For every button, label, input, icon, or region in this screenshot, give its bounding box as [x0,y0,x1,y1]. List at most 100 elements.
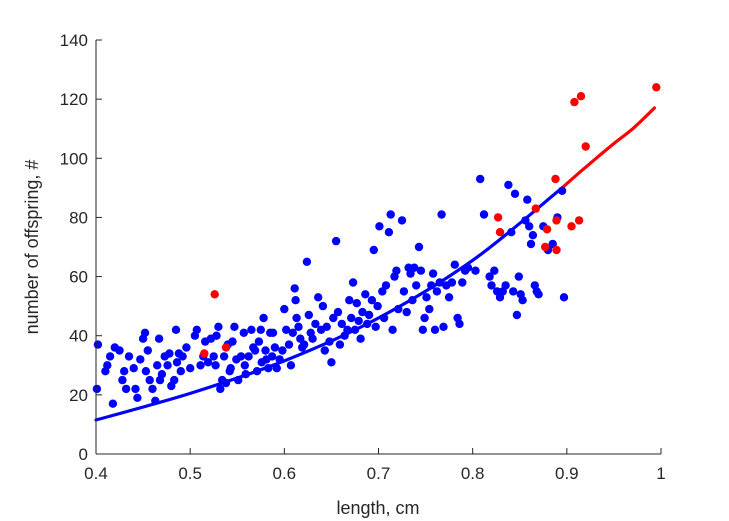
blue-data-point [239,328,248,337]
blue-data-point [375,222,384,231]
blue-data-point [518,296,527,305]
blue-data-point [275,355,284,364]
blue-data-point [447,278,457,287]
y-tick-label: 40 [69,327,88,346]
blue-data-point [221,378,231,388]
blue-data-point [356,334,365,343]
blue-data-point [343,325,352,334]
blue-data-point [350,325,360,334]
blue-data-point [129,364,138,373]
blue-data-point [378,287,387,296]
red-data-point [552,216,561,225]
blue-data-point [348,278,358,287]
blue-data-point [163,361,172,370]
blue-data-point [124,352,134,361]
blue-data-point [186,364,195,373]
blue-data-point [299,340,309,349]
blue-data-point [259,313,268,323]
blue-data-point [250,346,260,355]
blue-data-point [286,361,296,370]
blue-data-point [93,340,103,349]
blue-data-point [302,257,312,266]
x-axis-label: length, cm [336,498,419,518]
blue-data-point [267,352,277,361]
blue-data-point [528,231,538,240]
blue-data-point [379,313,389,323]
blue-data-point [136,355,145,364]
y-tick-label: 60 [69,268,88,287]
red-data-point [200,349,209,358]
blue-data-point [141,367,151,376]
blue-data-point [392,266,401,275]
red-fit-curve [560,106,656,190]
blue-data-point [510,189,520,198]
blue-data-point [408,296,417,305]
blue-data-point [507,228,516,237]
blue-data-point [133,393,142,402]
y-tick-label: 120 [60,90,88,109]
y-tick-label: 80 [69,208,88,227]
blue-data-point [176,367,185,376]
y-ticks: 0 20 40 60 80 100 120 140 [60,31,102,464]
blue-data-point [282,325,291,334]
blue-data-point [230,322,239,331]
blue-data-point [381,281,391,290]
blue-data-point [364,310,374,320]
blue-data-point [288,328,297,337]
red-data-point [210,290,219,299]
red-data-point [542,225,552,234]
blue-data-point [153,361,162,370]
x-tick-label: 0.4 [84,464,108,483]
x-tick-label: 0.6 [273,464,297,483]
blue-data-point [373,301,382,311]
blue-data-point [118,375,127,385]
red-data-point [552,245,561,255]
red-data-point [570,97,579,107]
blue-data-point [311,319,320,329]
blue-data-point [412,281,421,290]
blue-data-point [514,272,523,281]
blue-data-point [548,239,557,249]
blue-data-point [280,304,289,314]
blue-data-point [284,340,294,349]
blue-data-point [219,352,229,361]
y-tick-label: 100 [60,149,88,168]
blue-data-point [92,384,102,394]
blue-data-point [308,334,317,343]
blue-data-point [228,337,237,346]
red-data-point [574,216,584,225]
y-tick-label: 20 [69,386,88,405]
blue-data-point [120,367,129,376]
blue-data-point [294,322,303,331]
blue-data-point [526,239,536,249]
blue-data-point [455,319,464,329]
blue-data-point [172,358,182,367]
blue-data-point [471,266,480,275]
blue-data-point [557,186,567,195]
red-data-point [581,142,590,151]
red-data-point [567,222,576,231]
blue-data-point [397,216,407,225]
blue-data-point [347,313,356,323]
blue-data-point [476,174,485,184]
blue-data-point [416,266,426,275]
blue-data-point [182,343,191,352]
blue-data-point [154,334,164,343]
blue-data-point [241,370,250,379]
blue-data-point [369,245,378,255]
blue-data-point [209,352,218,361]
blue-data-point [214,322,223,331]
blue-data-point [192,325,201,334]
blue-data-point [367,296,377,305]
blue-data-point [314,293,323,302]
blue-data-point [115,346,124,355]
blue-data-point [254,337,264,346]
blue-data-point [509,287,518,296]
blue-data-point [171,325,181,334]
blue-data-point [335,340,345,349]
red-data-point [652,83,661,92]
blue-data-point [371,322,380,331]
blue-data-point [444,293,454,302]
x-tick-label: 0.7 [367,464,391,483]
blue-data-point [428,269,438,278]
